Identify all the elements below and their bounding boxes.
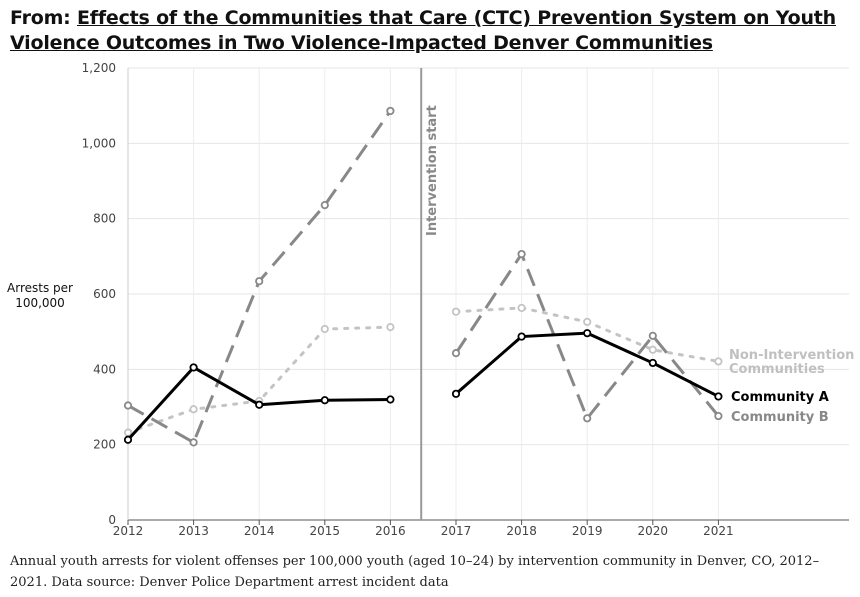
annotations: Intervention start: [420, 68, 440, 520]
series-labels: Community A Community B Non-InterventionCo…: [729, 348, 854, 425]
community-b-point: [648, 331, 657, 340]
community-a-point: [386, 395, 395, 404]
x-tick-label: 2014: [244, 524, 275, 538]
community-b-point: [451, 349, 461, 358]
non-intervention-communities-point: [517, 303, 526, 313]
y-tick-label: 1,000: [82, 136, 116, 150]
x-tick-label: 2019: [572, 524, 603, 538]
axes: 0 200 400 600 800 1,000 1,200 2012 2013 2014 2015 2…: [7, 61, 849, 538]
community-a-point: [583, 329, 592, 338]
community-b-point: [714, 411, 723, 421]
y-tick-label: 0: [108, 513, 116, 527]
non-intervention-communities-point: [583, 317, 592, 326]
article-title-link[interactable]: Effects of the Communities that Care (CT…: [10, 7, 836, 54]
x-tick-label: 2020: [638, 524, 669, 538]
community-b-point: [583, 414, 592, 423]
non-intervention-communities-point: [451, 307, 461, 316]
x-tick-label: 2012: [113, 524, 144, 538]
non-intervention-communities-point: [714, 357, 723, 366]
grid-lines: [127, 67, 849, 520]
x-tick-label: 2013: [178, 524, 209, 538]
community-a-point: [123, 435, 133, 444]
community-a-point: [255, 400, 264, 409]
title-prefix: From:: [10, 7, 77, 29]
y-axis-label: Arrests per: [7, 281, 73, 295]
community-a-point: [714, 392, 723, 401]
community-b-point: [123, 401, 133, 410]
x-tick-label: 2016: [375, 524, 406, 538]
community-b-line: [454, 252, 720, 420]
non-intervention-communities-point: [189, 405, 198, 414]
community-a-point: [320, 396, 329, 405]
community-b-point: [386, 106, 395, 116]
community-b-point: [320, 201, 329, 210]
non-intervention-communities-label: Non-Intervention: [729, 348, 854, 363]
figure-caption: Annual youth arrests for violent offense…: [10, 554, 820, 590]
community-b-point: [255, 277, 264, 286]
non-intervention-communities-point: [320, 324, 329, 334]
community-a-point: [189, 363, 198, 372]
community-b-label: Community B: [731, 410, 829, 425]
figure-title: From: Effects of the Communities that Ca…: [10, 6, 850, 56]
community-a-point: [648, 358, 657, 368]
x-tick-label: 2017: [441, 524, 472, 538]
y-axis-label: 100,000: [15, 296, 65, 310]
non-intervention-communities-point: [123, 428, 133, 437]
y-tick-label: 600: [93, 287, 116, 301]
x-tick-label: 2021: [703, 524, 734, 538]
community-a-point: [451, 389, 461, 398]
community-b-point: [517, 249, 526, 259]
non-intervention-communities-point: [648, 345, 657, 354]
y-tick-label: 1,200: [82, 61, 116, 75]
community-a-point: [517, 332, 526, 341]
y-tick-label: 200: [93, 438, 116, 452]
non-intervention-communities-label: Communities: [729, 362, 825, 377]
x-tick-label: 2015: [310, 524, 341, 538]
series-lines: [123, 106, 723, 447]
non-intervention-communities-point: [386, 323, 395, 332]
y-tick-label: 400: [93, 362, 116, 376]
x-tick-label: 2018: [506, 524, 537, 538]
intervention-start-label: Intervention start: [425, 105, 440, 236]
community-a-label: Community A: [731, 390, 829, 405]
community-b-point: [189, 438, 198, 447]
y-tick-label: 800: [93, 212, 116, 226]
